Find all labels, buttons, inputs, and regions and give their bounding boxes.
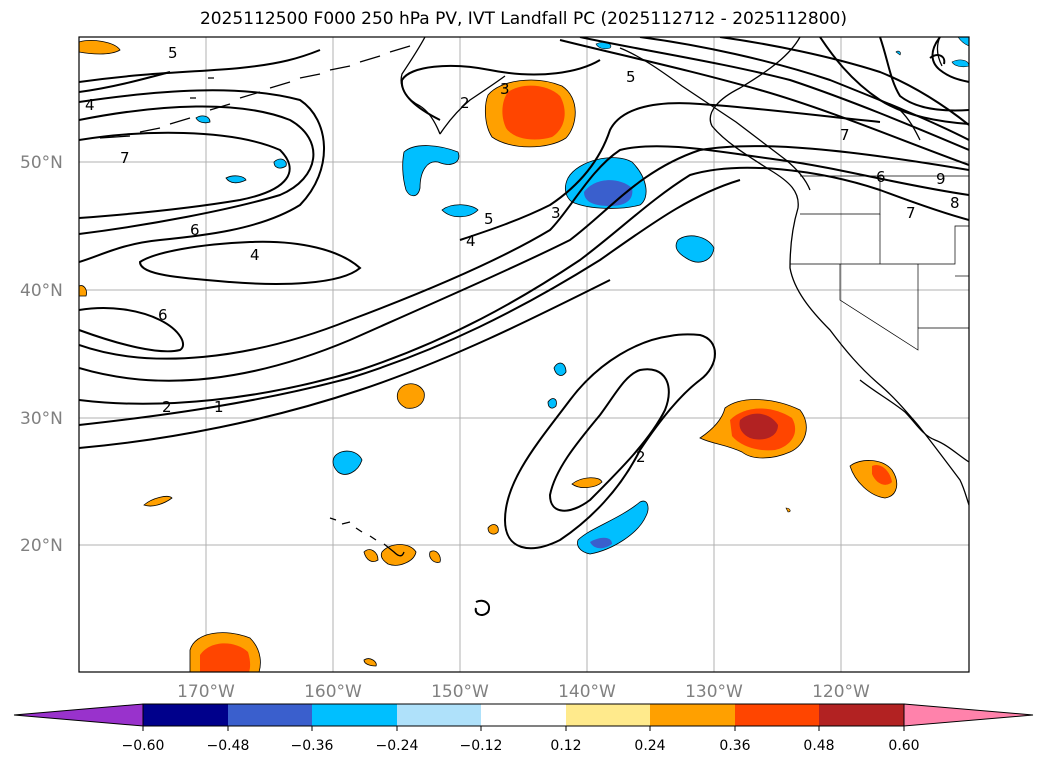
contour-band-a [79,145,969,360]
colorbar: −0.60 −0.48 −0.36 −0.24 −0.12 0.12 0.24 … [13,703,1034,754]
contour-label: 4 [85,96,95,114]
colorbar-swatch [819,704,904,726]
contour-northeast-fan-2 [579,37,969,151]
lat-label: 50°N [20,153,63,173]
contour-label: 8 [950,194,960,212]
contour-label: 2 [636,448,646,466]
contour-band-c [79,166,969,405]
colorbar-tick-label: 0.36 [719,738,750,754]
longitude-labels: 170°W 160°W 150°W 140°W 130°W 120°W [177,682,870,702]
contour-western-loop-7 [79,131,291,219]
contour-label: 7 [840,126,850,144]
colorbar-swatch [228,704,312,726]
colorbar-tick-label: 0.24 [634,738,665,754]
colorbar-swatch [397,704,481,726]
contour-label: 3 [500,80,510,98]
contour-label: 2 [460,94,470,112]
pv-contours [79,37,969,616]
contour-northern-4 [79,71,171,93]
lon-label: 170°W [177,682,235,702]
colorbar-swatch [481,704,566,726]
lon-label: 120°W [812,682,870,702]
lat-label: 20°N [20,536,63,556]
baja-coast [859,379,969,463]
lon-label: 130°W [685,682,743,702]
contour-2-band [79,179,741,426]
contour-ne-loop [929,54,946,65]
contour-western-loop-5 [79,89,325,263]
contour-3-ridge [459,102,881,241]
contour-6-lower [79,307,185,353]
map-title: 2025112500 F000 250 hPa PV, IVT Landfall… [199,9,847,29]
colorbar-swatch [312,704,397,726]
hawaii-islands [329,517,405,557]
contour-1-band [79,279,611,449]
contour-northern-5 [79,49,321,83]
contour-label: 2 [162,398,172,416]
contour-label: 9 [936,170,946,188]
colorbar-tick-label: −0.48 [207,738,250,754]
contour-southern-loop-outer [503,333,716,550]
colorbar-swatch [566,704,650,726]
contour-northeast-fan-1 [559,39,969,166]
lat-label: 30°N [20,409,63,429]
gridlines [79,37,969,672]
colorbar-tick-label: −0.24 [376,738,419,754]
negative-anomaly-shading [195,37,969,555]
contour-ne-upper [819,37,969,125]
colorbar-outline [142,703,905,727]
contour-ne-top [931,37,969,83]
contour-label: 6 [158,306,168,324]
colorbar-tick-label: 0.60 [888,738,919,754]
contour-label: 7 [906,204,916,222]
lon-label: 160°W [304,682,362,702]
colorbar-tick-label: −0.36 [291,738,334,754]
lat-label: 40°N [20,281,63,301]
contour-label: 5 [484,210,494,228]
colorbar-tick-label: −0.60 [122,738,165,754]
colorbar-swatch [735,704,819,726]
contour-label: 3 [551,204,561,222]
colorbar-swatch [650,704,735,726]
contour-label: 7 [120,149,130,167]
map-panel: 5 4 7 6 4 6 2 1 2 3 5 4 3 5 7 6 7 8 9 2 [79,37,969,672]
lon-label: 150°W [431,682,489,702]
map-frame [78,36,970,673]
colorbar-swatch [143,704,228,726]
positive-anomaly-shading [79,40,898,672]
colorbar-extend-high [903,703,1034,727]
contour-label: 4 [250,246,260,264]
contour-band-b [79,145,969,382]
contour-western-loop-6 [79,105,315,235]
alaska-panhandle [619,47,811,191]
latitude-labels: 50°N 40°N 30°N 20°N [20,153,63,556]
contour-labels: 5 4 7 6 4 6 2 1 2 3 5 4 3 5 7 6 7 8 9 2 [85,44,960,466]
contour-label: 5 [168,44,178,62]
contour-western-loop-4 [138,240,362,285]
contour-southern-loop-inner [548,368,670,512]
contour-label: 1 [214,398,224,416]
colorbar-tick-label: 0.12 [550,738,581,754]
colorbar-tick-label: 0.48 [803,738,834,754]
contour-northeast-fan-5 [879,37,969,112]
contour-label: 6 [190,221,200,239]
contour-upper-2 [400,59,601,121]
contour-northeast-fan-4 [719,37,969,126]
colorbar-tick-label: −0.12 [460,738,503,754]
colorbar-ticks [142,726,905,731]
colorbar-extend-low [13,703,144,727]
contour-label: 5 [626,68,636,86]
contour-label: 4 [466,232,476,250]
lon-label: 140°W [558,682,616,702]
contour-label: 6 [876,168,886,186]
contour-small-swirl [474,599,490,616]
contour-northeast-fan-3 [639,37,969,141]
